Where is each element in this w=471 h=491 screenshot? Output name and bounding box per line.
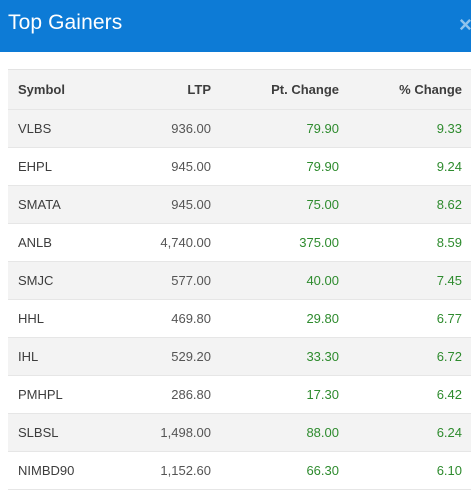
pt-change-cell: 79.90 — [211, 147, 339, 186]
table-row[interactable]: ANLB 4,740.00 375.00 8.59 — [8, 223, 471, 262]
table-row[interactable]: SLBSL 1,498.00 88.00 6.24 — [8, 413, 471, 452]
symbol-cell: ANLB — [8, 223, 113, 262]
symbol-cell: SMATA — [8, 185, 113, 224]
ltp-cell: 945.00 — [113, 147, 211, 186]
pct-change-cell: 9.24 — [339, 147, 471, 186]
symbol-cell: IHL — [8, 337, 113, 376]
pct-change-cell: 6.72 — [339, 337, 471, 376]
symbol-cell: VLBS — [8, 109, 113, 148]
symbol-cell: NIMBD90 — [8, 451, 113, 490]
column-header-pt-change[interactable]: Pt. Change — [211, 70, 339, 110]
close-icon[interactable]: × — [459, 13, 471, 37]
ltp-cell: 529.20 — [113, 337, 211, 376]
pt-change-cell: 75.00 — [211, 185, 339, 224]
page-title: Top Gainers — [8, 11, 123, 34]
pct-change-cell: 8.62 — [339, 185, 471, 224]
modal-header: Top Gainers × — [0, 0, 471, 52]
table-row[interactable]: PMHPL 286.80 17.30 6.42 — [8, 375, 471, 414]
pct-change-cell: 8.59 — [339, 223, 471, 262]
pct-change-cell: 7.45 — [339, 261, 471, 300]
symbol-cell: HHL — [8, 299, 113, 338]
ltp-cell: 936.00 — [113, 109, 211, 148]
pt-change-cell: 375.00 — [211, 223, 339, 262]
table-row[interactable]: NIMBD90 1,152.60 66.30 6.10 — [8, 451, 471, 490]
symbol-cell: SMJC — [8, 261, 113, 300]
ltp-cell: 4,740.00 — [113, 223, 211, 262]
pct-change-cell: 6.24 — [339, 413, 471, 452]
column-header-pct-change[interactable]: % Change — [339, 70, 471, 110]
pt-change-cell: 88.00 — [211, 413, 339, 452]
gainers-table: Symbol LTP Pt. Change % Change VLBS 936.0… — [8, 70, 471, 490]
pt-change-cell: 33.30 — [211, 337, 339, 376]
table-row[interactable]: EHPL 945.00 79.90 9.24 — [8, 147, 471, 186]
pct-change-cell: 9.33 — [339, 109, 471, 148]
column-header-symbol[interactable]: Symbol — [8, 70, 113, 110]
table-header-row: Symbol LTP Pt. Change % Change — [8, 70, 471, 110]
table-row[interactable]: SMATA 945.00 75.00 8.62 — [8, 185, 471, 224]
column-header-ltp[interactable]: LTP — [113, 70, 211, 110]
ltp-cell: 945.00 — [113, 185, 211, 224]
pct-change-cell: 6.42 — [339, 375, 471, 414]
pt-change-cell: 66.30 — [211, 451, 339, 490]
table-row[interactable]: VLBS 936.00 79.90 9.33 — [8, 109, 471, 148]
pct-change-cell: 6.77 — [339, 299, 471, 338]
pt-change-cell: 17.30 — [211, 375, 339, 414]
gainers-table-container: Symbol LTP Pt. Change % Change VLBS 936.0… — [8, 69, 471, 490]
table-row[interactable]: HHL 469.80 29.80 6.77 — [8, 299, 471, 338]
ltp-cell: 469.80 — [113, 299, 211, 338]
pct-change-cell: 6.10 — [339, 451, 471, 490]
table-row[interactable]: IHL 529.20 33.30 6.72 — [8, 337, 471, 376]
table-row[interactable]: SMJC 577.00 40.00 7.45 — [8, 261, 471, 300]
ltp-cell: 577.00 — [113, 261, 211, 300]
symbol-cell: PMHPL — [8, 375, 113, 414]
ltp-cell: 1,498.00 — [113, 413, 211, 452]
pt-change-cell: 79.90 — [211, 109, 339, 148]
pt-change-cell: 29.80 — [211, 299, 339, 338]
symbol-cell: SLBSL — [8, 413, 113, 452]
symbol-cell: EHPL — [8, 147, 113, 186]
pt-change-cell: 40.00 — [211, 261, 339, 300]
ltp-cell: 286.80 — [113, 375, 211, 414]
ltp-cell: 1,152.60 — [113, 451, 211, 490]
